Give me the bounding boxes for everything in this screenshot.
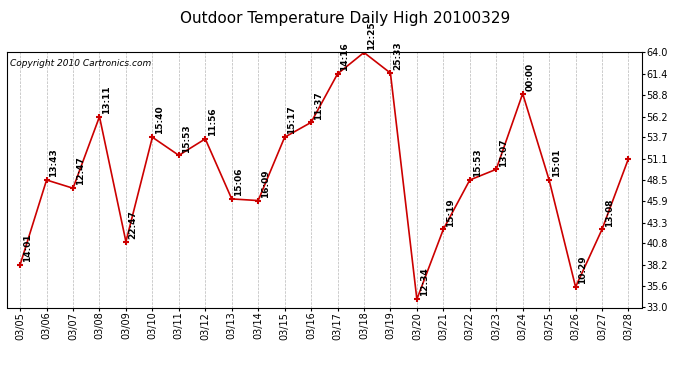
Text: 14:16: 14:16	[340, 42, 349, 71]
Text: 00:00: 00:00	[526, 63, 535, 91]
Text: 14:01: 14:01	[23, 233, 32, 262]
Text: 15:17: 15:17	[288, 106, 297, 135]
Text: 13:08: 13:08	[605, 198, 614, 226]
Text: 13:07: 13:07	[499, 138, 508, 166]
Text: 25:33: 25:33	[393, 42, 402, 70]
Text: 12:25: 12:25	[367, 21, 376, 50]
Text: Copyright 2010 Cartronics.com: Copyright 2010 Cartronics.com	[10, 59, 151, 68]
Text: 15:40: 15:40	[155, 106, 164, 135]
Text: 15:53: 15:53	[181, 124, 190, 153]
Text: 15:19: 15:19	[446, 198, 455, 226]
Text: 12:34: 12:34	[420, 268, 428, 297]
Text: 15:53: 15:53	[473, 148, 482, 177]
Text: 13:11: 13:11	[102, 85, 111, 114]
Text: 12:47: 12:47	[76, 157, 85, 186]
Text: 11:56: 11:56	[208, 108, 217, 136]
Text: 13:43: 13:43	[50, 148, 59, 177]
Text: 16:09: 16:09	[261, 169, 270, 198]
Text: 15:01: 15:01	[552, 149, 561, 177]
Text: 15:06: 15:06	[235, 168, 244, 196]
Text: 11:37: 11:37	[314, 91, 323, 120]
Text: 10:29: 10:29	[578, 255, 587, 284]
Text: Outdoor Temperature Daily High 20100329: Outdoor Temperature Daily High 20100329	[180, 11, 510, 26]
Text: 22:47: 22:47	[129, 210, 138, 239]
